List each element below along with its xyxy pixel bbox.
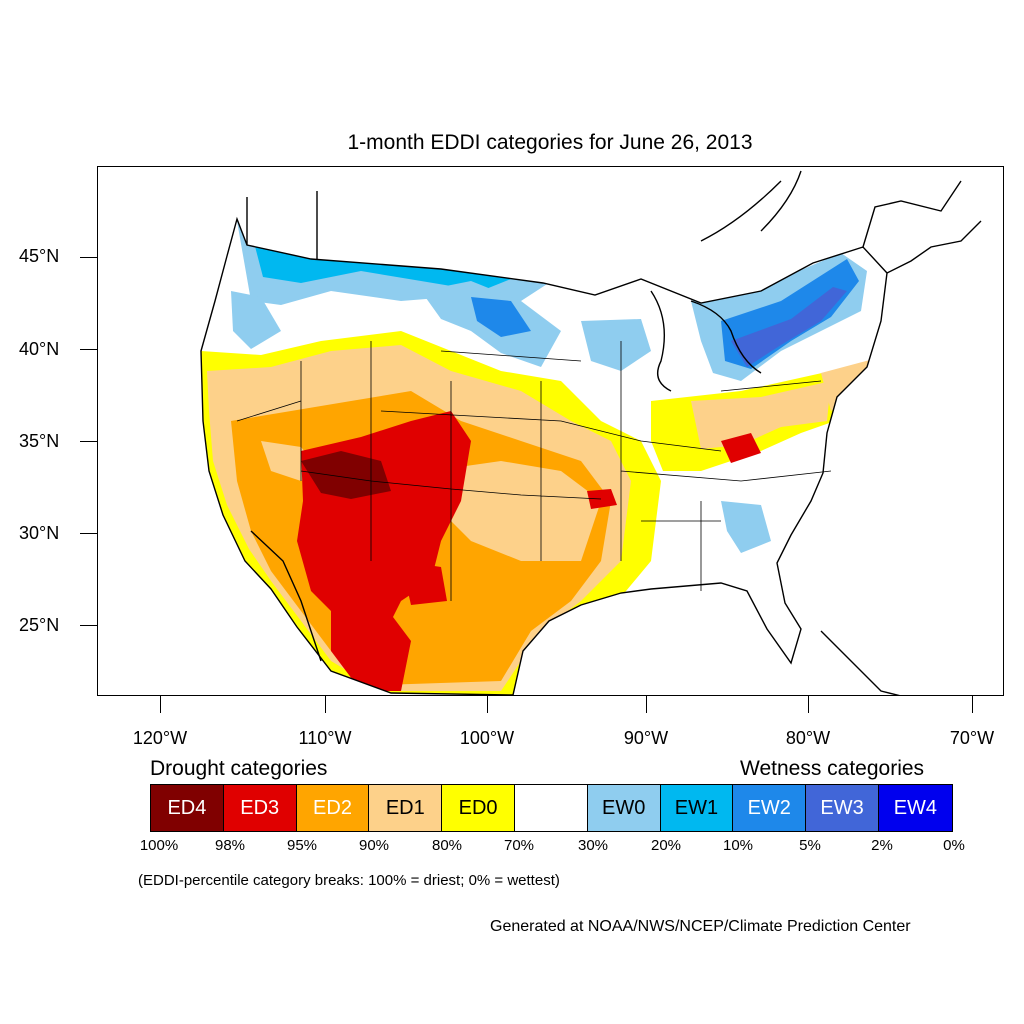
legend-break: 10%	[722, 837, 754, 854]
lon-label-80w: 80°W	[785, 728, 831, 748]
legend-swatch-ew3: EW3	[806, 785, 879, 831]
credit-line: Generated at NOAA/NWS/NCEP/Climate Predi…	[490, 918, 911, 935]
legend-break: 95%	[286, 837, 318, 854]
lat-label-35n: 35°N	[19, 431, 60, 451]
legend-break: 30%	[577, 837, 609, 854]
lat-tick	[80, 625, 97, 626]
lon-tick	[325, 696, 326, 713]
lon-tick	[487, 696, 488, 713]
legend-break: 20%	[650, 837, 682, 854]
wetness-heading: Wetness categories	[740, 757, 925, 780]
legend-break: 100%	[139, 837, 179, 854]
lat-label-40n: 40°N	[19, 339, 60, 359]
eddi-map	[200, 170, 982, 695]
legend-break: 2%	[871, 837, 893, 854]
legend-break: 98%	[214, 837, 246, 854]
lon-tick	[808, 696, 809, 713]
legend-swatch-ew0: EW0	[587, 785, 661, 831]
map-title: 1-month EDDI categories for June 26, 201…	[347, 131, 753, 154]
legend-break: 80%	[431, 837, 463, 854]
legend-swatch-ew4: EW4	[878, 785, 952, 831]
legend-swatch-ed3: ED3	[223, 785, 297, 831]
drought-heading: Drought categories	[150, 757, 328, 780]
lon-label-90w: 90°W	[623, 728, 669, 748]
state-lines	[236, 341, 832, 601]
legend-colorbar: ED4 ED3 ED2 ED1 ED0 EW0 EW1 EW2 EW3 EW4	[150, 784, 953, 832]
lon-label-120w: 120°W	[132, 728, 188, 748]
lat-label-45n: 45°N	[19, 246, 60, 266]
lat-tick	[80, 257, 97, 258]
legend-swatch-ew2: EW2	[733, 785, 807, 831]
lat-tick	[80, 441, 97, 442]
boundaries	[200, 170, 982, 695]
legend-break: 5%	[799, 837, 821, 854]
lat-tick	[80, 349, 97, 350]
lat-label-30n: 30°N	[19, 523, 60, 543]
lon-tick	[160, 696, 161, 713]
legend-break: 0%	[943, 837, 965, 854]
map-panel	[97, 166, 1004, 696]
lon-tick	[646, 696, 647, 713]
legend-break: 90%	[358, 837, 390, 854]
lon-tick	[972, 696, 973, 713]
lon-label-70w: 70°W	[949, 728, 995, 748]
lat-tick	[80, 533, 97, 534]
legend-swatch-neutral	[514, 785, 588, 831]
legend-break: 70%	[503, 837, 535, 854]
legend-swatch-ew1: EW1	[660, 785, 734, 831]
legend-swatch-ed2: ED2	[296, 785, 370, 831]
lat-label-25n: 25°N	[19, 615, 60, 635]
legend-swatch-ed1: ED1	[369, 785, 443, 831]
legend-swatch-ed4: ED4	[151, 785, 224, 831]
lon-label-110w: 110°W	[298, 728, 352, 748]
legend-swatch-ed0: ED0	[442, 785, 515, 831]
category-note: (EDDI-percentile category breaks: 100% =…	[138, 872, 560, 889]
lon-label-100w: 100°W	[459, 728, 515, 748]
